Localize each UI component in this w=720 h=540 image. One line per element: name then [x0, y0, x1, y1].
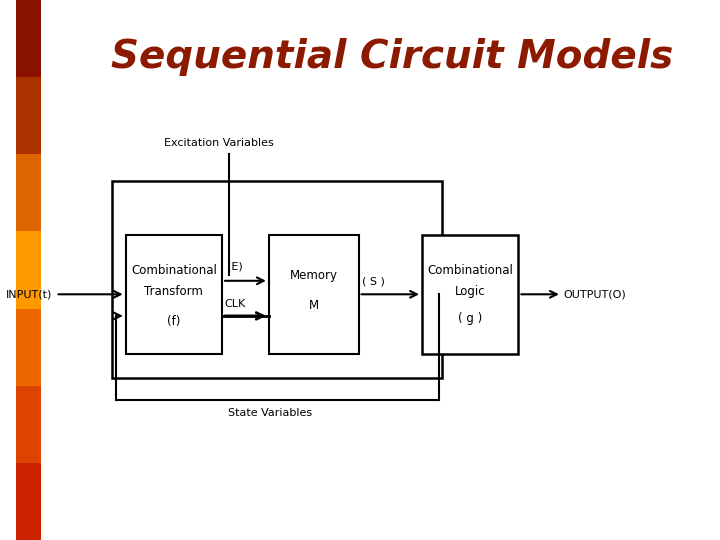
Bar [112, 181, 442, 378]
Bar [16, 308, 41, 386]
Text: M: M [309, 299, 319, 312]
Bar [16, 463, 41, 540]
Text: (E): (E) [228, 261, 243, 271]
Text: Combinational: Combinational [427, 264, 513, 276]
Bar [422, 235, 518, 354]
Bar [16, 232, 41, 308]
Bar [125, 235, 222, 354]
Bar [16, 154, 41, 232]
Text: Combinational: Combinational [131, 264, 217, 276]
Text: (f): (f) [167, 315, 181, 328]
Text: CLK: CLK [224, 299, 246, 309]
Bar [16, 0, 41, 77]
Text: Sequential Circuit Models: Sequential Circuit Models [111, 38, 673, 76]
Text: OUTPUT(O): OUTPUT(O) [564, 289, 626, 299]
Bar [16, 386, 41, 463]
Text: ( S ): ( S ) [362, 276, 384, 286]
Text: State Variables: State Variables [228, 408, 312, 418]
Text: ( g ): ( g ) [458, 312, 482, 325]
Bar [269, 235, 359, 354]
Bar [16, 77, 41, 154]
Text: Memory: Memory [289, 269, 338, 282]
Text: INPUT(t): INPUT(t) [6, 289, 53, 299]
Text: Logic: Logic [455, 285, 485, 298]
Text: Transform: Transform [145, 285, 203, 298]
Text: Excitation Variables: Excitation Variables [164, 138, 274, 148]
